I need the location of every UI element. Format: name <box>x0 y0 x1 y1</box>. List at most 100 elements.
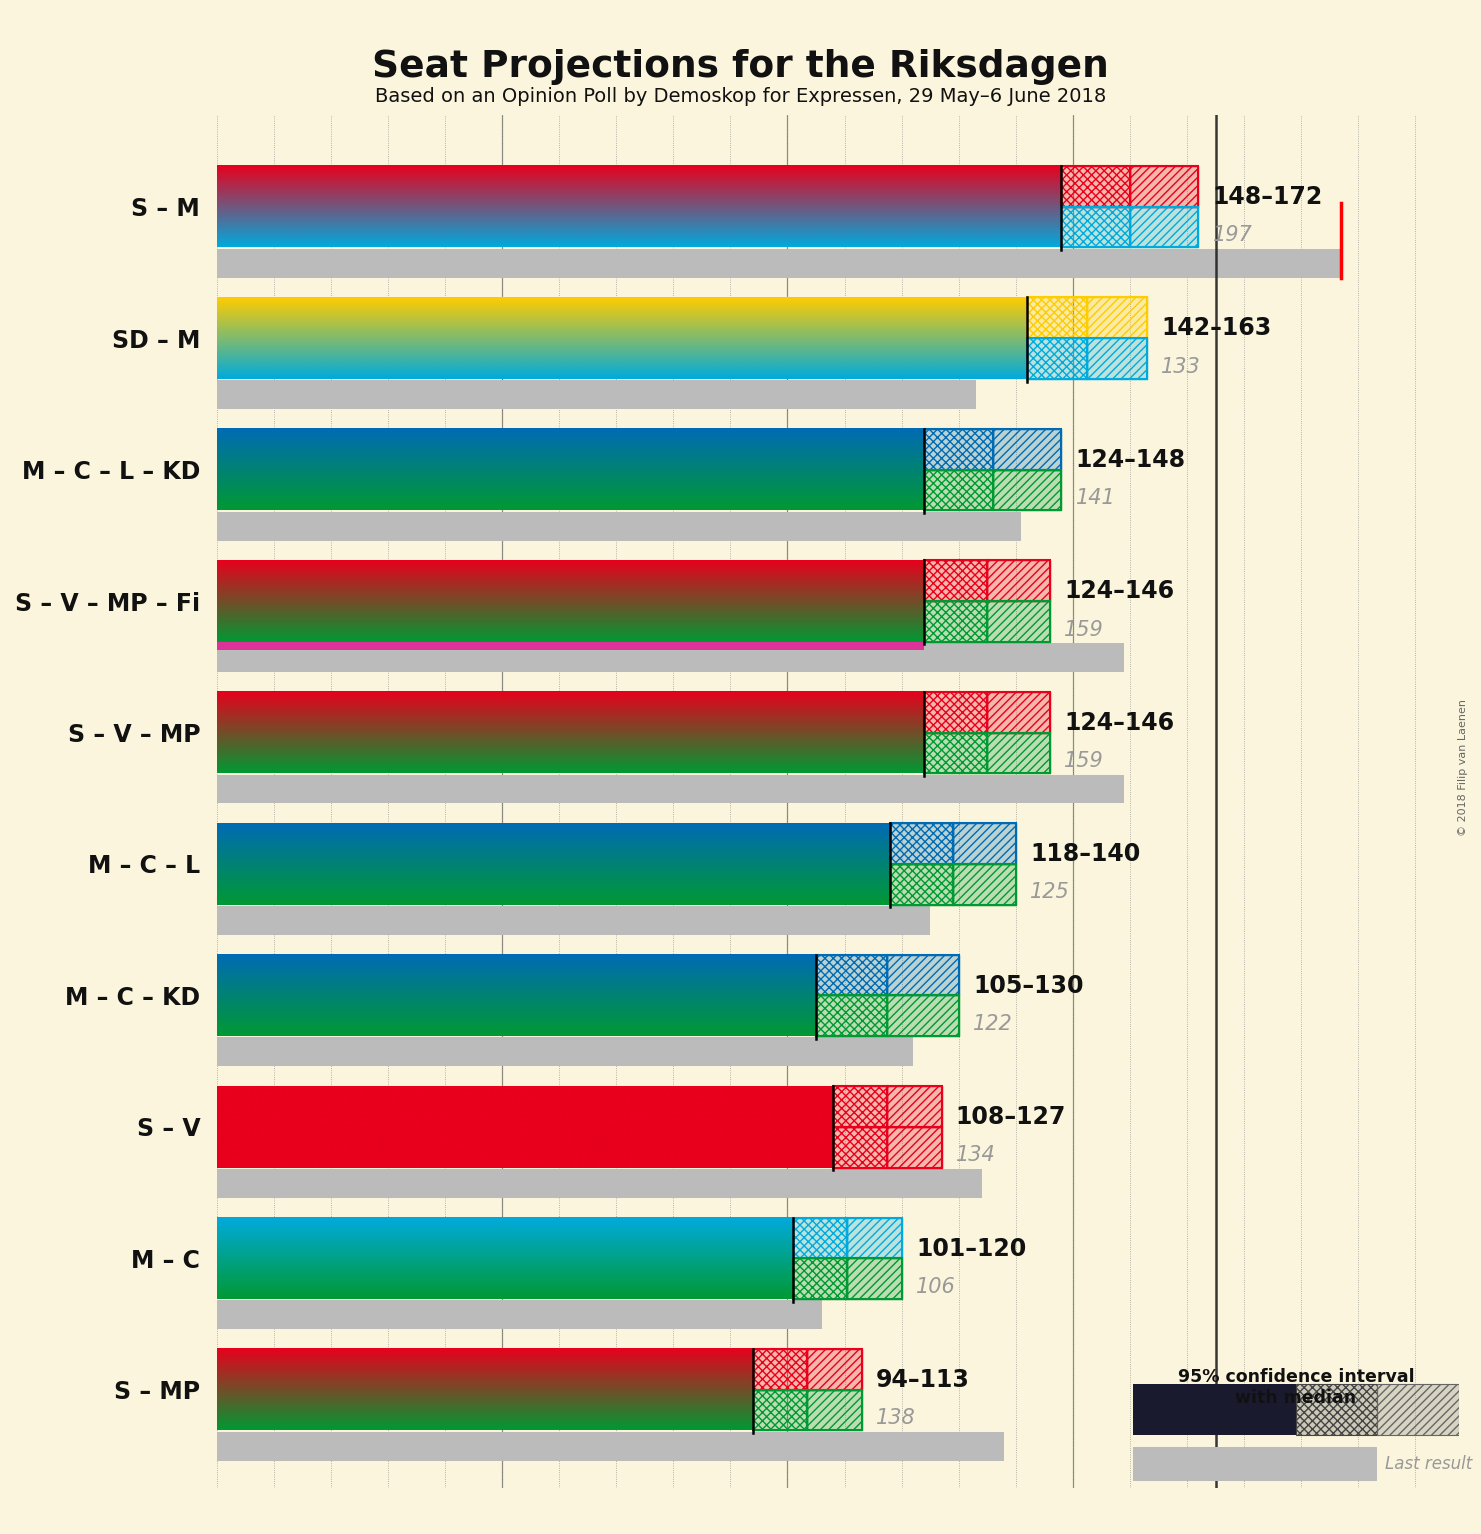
Bar <box>992 430 1062 469</box>
Bar <box>924 733 988 773</box>
Bar <box>890 864 952 905</box>
Bar <box>924 560 988 601</box>
Bar <box>754 1348 807 1390</box>
Bar <box>924 692 988 733</box>
Bar <box>988 560 1050 601</box>
Bar <box>794 1258 847 1299</box>
Bar <box>1087 298 1146 337</box>
Bar <box>1087 298 1146 337</box>
Bar <box>1028 298 1087 337</box>
Bar <box>847 1258 902 1299</box>
Bar <box>890 864 952 905</box>
Bar <box>1133 1384 1296 1436</box>
Text: 106: 106 <box>915 1276 955 1296</box>
Bar <box>988 733 1050 773</box>
Bar <box>988 560 1050 601</box>
Bar <box>924 560 988 601</box>
Bar <box>1377 1384 1459 1436</box>
Bar <box>807 1390 862 1431</box>
Bar <box>847 1258 902 1299</box>
Bar <box>1062 166 1130 207</box>
Bar <box>794 1218 847 1258</box>
Text: 125: 125 <box>1029 882 1069 902</box>
Bar <box>847 1218 902 1258</box>
Bar <box>847 1218 902 1258</box>
Bar <box>988 560 1050 601</box>
Bar <box>216 380 976 410</box>
Bar <box>952 864 1016 905</box>
Text: 159: 159 <box>1065 752 1103 772</box>
Bar <box>216 249 1342 278</box>
Bar <box>887 1086 942 1127</box>
Bar <box>816 996 887 1035</box>
Text: 124–148: 124–148 <box>1075 448 1186 472</box>
Bar <box>1087 337 1146 379</box>
Bar <box>992 469 1062 511</box>
Bar <box>847 1258 902 1299</box>
Bar <box>1133 1448 1377 1482</box>
Bar <box>216 1169 982 1198</box>
Bar <box>754 1390 807 1431</box>
Bar <box>924 430 992 469</box>
Bar <box>924 601 988 641</box>
Text: 95% confidence interval
with median: 95% confidence interval with median <box>1177 1368 1414 1407</box>
Text: 101–120: 101–120 <box>915 1236 1026 1261</box>
Bar <box>834 1127 887 1167</box>
Text: 197: 197 <box>1213 225 1253 245</box>
Bar <box>216 907 930 934</box>
Bar <box>924 733 988 773</box>
Text: Based on an Opinion Poll by Demoskop for Expressen, 29 May–6 June 2018: Based on an Opinion Poll by Demoskop for… <box>375 87 1106 106</box>
Bar <box>887 1086 942 1127</box>
Bar <box>988 601 1050 641</box>
Text: © 2018 Filip van Laenen: © 2018 Filip van Laenen <box>1459 698 1468 836</box>
Text: 138: 138 <box>875 1408 915 1428</box>
Bar <box>216 641 924 650</box>
Bar <box>834 1086 887 1127</box>
Bar <box>988 601 1050 641</box>
Bar <box>887 954 958 996</box>
Bar <box>924 601 988 641</box>
Bar <box>816 996 887 1035</box>
Bar <box>1296 1384 1377 1436</box>
Bar <box>952 864 1016 905</box>
Bar <box>816 996 887 1035</box>
Bar <box>988 601 1050 641</box>
Bar <box>887 954 958 996</box>
Bar <box>807 1348 862 1390</box>
Text: 122: 122 <box>973 1014 1013 1034</box>
Bar <box>816 954 887 996</box>
Bar <box>988 692 1050 733</box>
Bar <box>1087 337 1146 379</box>
Bar <box>1377 1384 1459 1436</box>
Bar <box>988 733 1050 773</box>
Bar <box>1130 166 1198 207</box>
Bar <box>1028 298 1087 337</box>
Text: 124–146: 124–146 <box>1065 580 1174 603</box>
Bar <box>754 1348 807 1390</box>
Bar <box>794 1258 847 1299</box>
Bar <box>952 864 1016 905</box>
Bar <box>816 954 887 996</box>
Bar <box>992 469 1062 511</box>
Bar <box>816 954 887 996</box>
Text: 148–172: 148–172 <box>1213 186 1323 209</box>
Bar <box>1296 1384 1377 1436</box>
Bar <box>952 824 1016 864</box>
Bar <box>807 1348 862 1390</box>
Bar <box>807 1390 862 1431</box>
Bar <box>1130 207 1198 247</box>
Text: Seat Projections for the Riksdagen: Seat Projections for the Riksdagen <box>372 49 1109 84</box>
Bar <box>1028 298 1087 337</box>
Bar <box>1130 207 1198 247</box>
Bar <box>887 954 958 996</box>
Text: 105–130: 105–130 <box>973 974 1084 997</box>
Bar <box>834 1086 887 1127</box>
Bar <box>1028 337 1087 379</box>
Text: 118–140: 118–140 <box>1029 842 1140 867</box>
Text: 141: 141 <box>1075 488 1115 508</box>
Bar <box>1062 207 1130 247</box>
Text: 133: 133 <box>1161 357 1201 377</box>
Bar <box>924 601 988 641</box>
Bar <box>794 1258 847 1299</box>
Text: 108–127: 108–127 <box>955 1104 1066 1129</box>
